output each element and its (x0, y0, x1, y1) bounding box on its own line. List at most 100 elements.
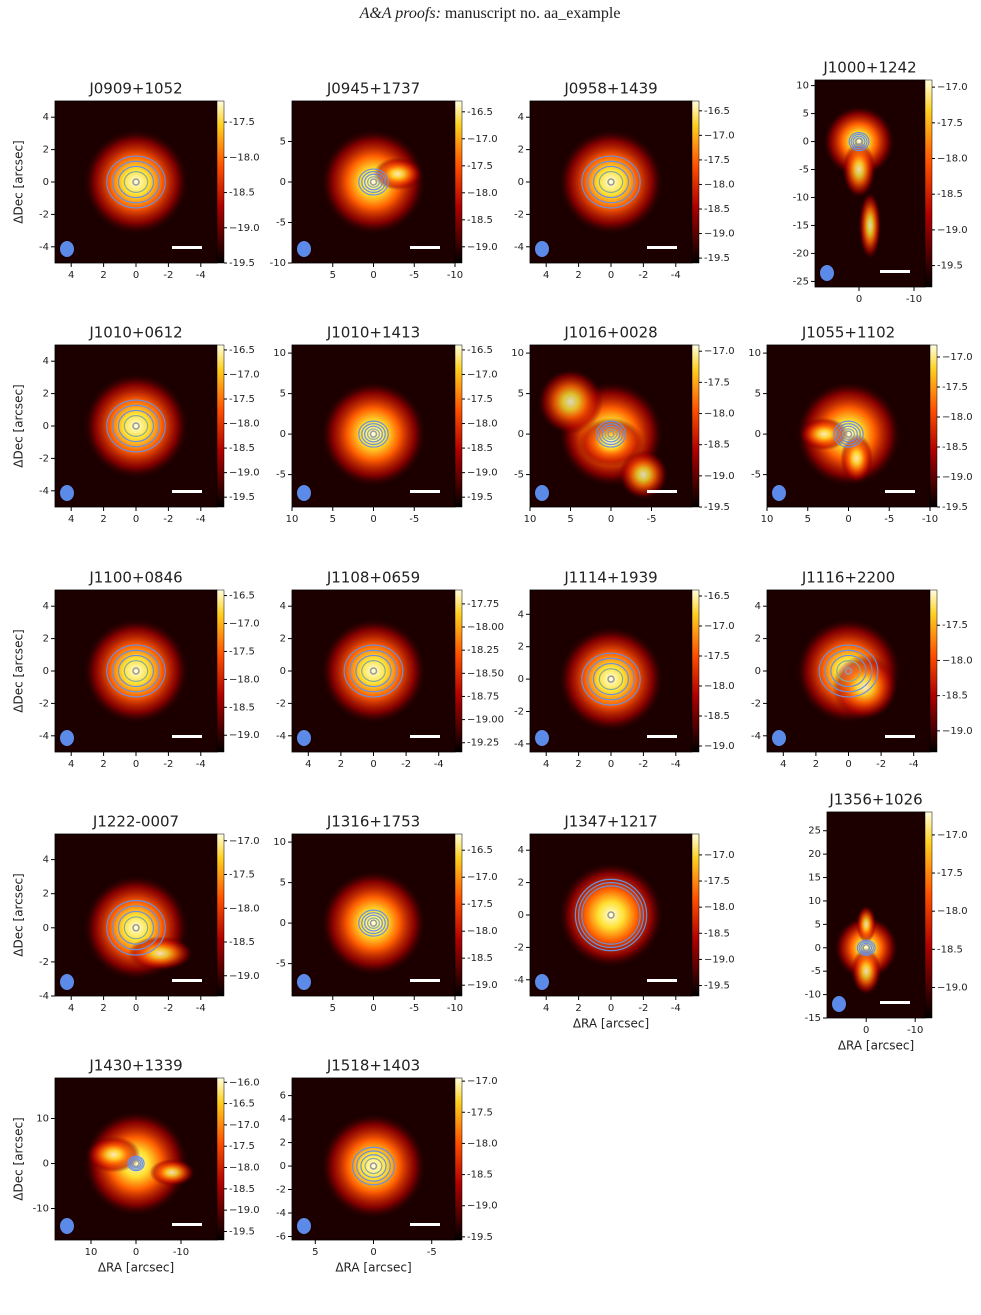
colorbar (454, 1077, 463, 1241)
panel: J0958+1439 4 2 0 -2 -4 -4 -2 0 2 4 -16.5 −17.0 -17.5 −… (514, 80, 735, 282)
colorbar-tick-label: -18.5 (937, 189, 963, 200)
y-tick-label: 10 (273, 348, 286, 359)
x-tick-label: 2 (100, 270, 106, 281)
y-tick-label: -6 (276, 1231, 286, 1242)
y-tick-label: -5 (276, 470, 286, 481)
panel: J1100+0846 4 2 0 -2 -4 -4 -2 0 2 4 -16.5 −17.0 -17.5 −… (12, 569, 260, 771)
emission (559, 863, 663, 967)
y-tick-label: 4 (518, 609, 524, 620)
contour (850, 133, 868, 150)
y-tick-label: -5 (751, 470, 761, 481)
x-tick-label: -10 (173, 1247, 189, 1258)
y-tick-label: -4 (39, 991, 49, 1002)
colorbar-tick-label: -16.5 (467, 107, 493, 118)
contour (106, 399, 166, 453)
x-tick-label: 10 (85, 1247, 98, 1258)
contour (128, 1157, 144, 1170)
contour (112, 404, 160, 448)
beam (535, 485, 549, 501)
contour-core (132, 924, 140, 932)
y-tick-label: 10 (808, 896, 821, 907)
y-tick-label: 10 (796, 81, 809, 92)
y-tick-label: -4 (39, 242, 49, 253)
contour (592, 165, 630, 199)
y-tick-label: -5 (276, 218, 286, 229)
contour-core (607, 430, 615, 438)
scale-bar (647, 735, 677, 738)
contour (112, 160, 160, 204)
image (535, 369, 677, 501)
colorbar-tick-label: -19.5 (229, 258, 255, 269)
beam (820, 265, 834, 281)
panel: J1114+1939 4 2 0 -2 -4 -4 -2 0 2 4 -16.5 −17.0 -17.5 −… (514, 569, 735, 771)
contour (358, 420, 389, 448)
beam (535, 241, 549, 257)
beam (60, 1218, 74, 1234)
scale-bar (410, 246, 440, 249)
contour (842, 428, 855, 440)
colorbar-tick-label: -18.5 (704, 204, 730, 215)
beam (535, 730, 549, 746)
y-axis-label: ΔDec [arcsec] (12, 140, 26, 223)
colorbar-tick-label: −17.0 (937, 830, 968, 841)
beam (60, 241, 74, 257)
contour (106, 899, 166, 956)
colorbar (216, 100, 225, 264)
y-tick-label: -15 (805, 1013, 821, 1024)
y-tick-label: 4 (43, 112, 49, 123)
colorbar-tick-label: -19.5 (942, 502, 968, 513)
y-tick-label: -2 (276, 1185, 286, 1196)
colorbar-tick-label: −19.0 (704, 954, 735, 965)
colorbar-tick-label: -17.5 (467, 1107, 493, 1118)
x-tick-label: 0 (133, 1003, 139, 1014)
contour (581, 155, 641, 209)
y-tick-label: 10 (36, 1114, 49, 1125)
colorbar-tick-label: -18.5 (467, 215, 493, 226)
y-tick-label: 4 (43, 356, 49, 367)
image (535, 130, 677, 257)
colorbar-tick-label: −17.0 (704, 346, 735, 357)
contour (587, 160, 635, 204)
emission (538, 369, 603, 435)
colorbar-tick-label: -17.5 (229, 646, 255, 657)
emission (619, 450, 668, 499)
contour (824, 649, 873, 693)
colorbar-tick-label: -17.5 (937, 118, 963, 129)
y-tick-label: 0 (518, 429, 524, 440)
colorbar-tick-label: −18.50 (467, 668, 504, 679)
y-tick-label: -2 (39, 209, 49, 220)
panel: J1347+1217 4 2 0 -2 -4 -4 -2 0 2 4 −17.0 -17.5 −18.0 -… (514, 813, 735, 1031)
panel: J1430+1339 10 0 -10 -10 0 10 −16.0 -16.5 −17.0 -17… (12, 1057, 260, 1275)
contour (860, 942, 873, 953)
y-tick-label: 0 (280, 429, 286, 440)
contour-core (132, 422, 140, 430)
colorbar-tick-label: −18.0 (467, 1138, 498, 1149)
beam (772, 485, 786, 501)
y-tick-label: 4 (43, 601, 49, 612)
colorbar-tick-label: -18.5 (229, 443, 255, 454)
y-tick-label: -4 (514, 242, 524, 253)
colorbar-tick-label: −18.0 (704, 179, 735, 190)
colorbar-tick-label: -17.5 (467, 161, 493, 172)
y-tick-label: 2 (280, 634, 286, 645)
colorbar (216, 344, 225, 508)
colorbar-tick-label: −18.0 (942, 412, 973, 423)
colorbar-tick-label: -18.5 (942, 442, 968, 453)
contour-core (132, 667, 140, 675)
contour (361, 423, 386, 446)
y-tick-label: -10 (805, 990, 821, 1001)
contour-core (844, 430, 853, 438)
x-tick-label: -5 (409, 514, 419, 525)
y-tick-label: 10 (273, 837, 286, 848)
contour-core (132, 1159, 140, 1168)
colorbar-tick-label: -17.5 (704, 377, 730, 388)
contour (364, 914, 383, 932)
x-tick-label: 0 (845, 514, 851, 525)
x-tick-label: -5 (409, 1003, 419, 1014)
scale-bar (410, 735, 440, 738)
colorbar-tick-label: -16.5 (229, 591, 255, 602)
emission (321, 130, 426, 234)
emission (321, 871, 426, 975)
colorbar-tick-label: -17.5 (704, 155, 730, 166)
colorbar-tick-label: -19.5 (937, 261, 963, 272)
